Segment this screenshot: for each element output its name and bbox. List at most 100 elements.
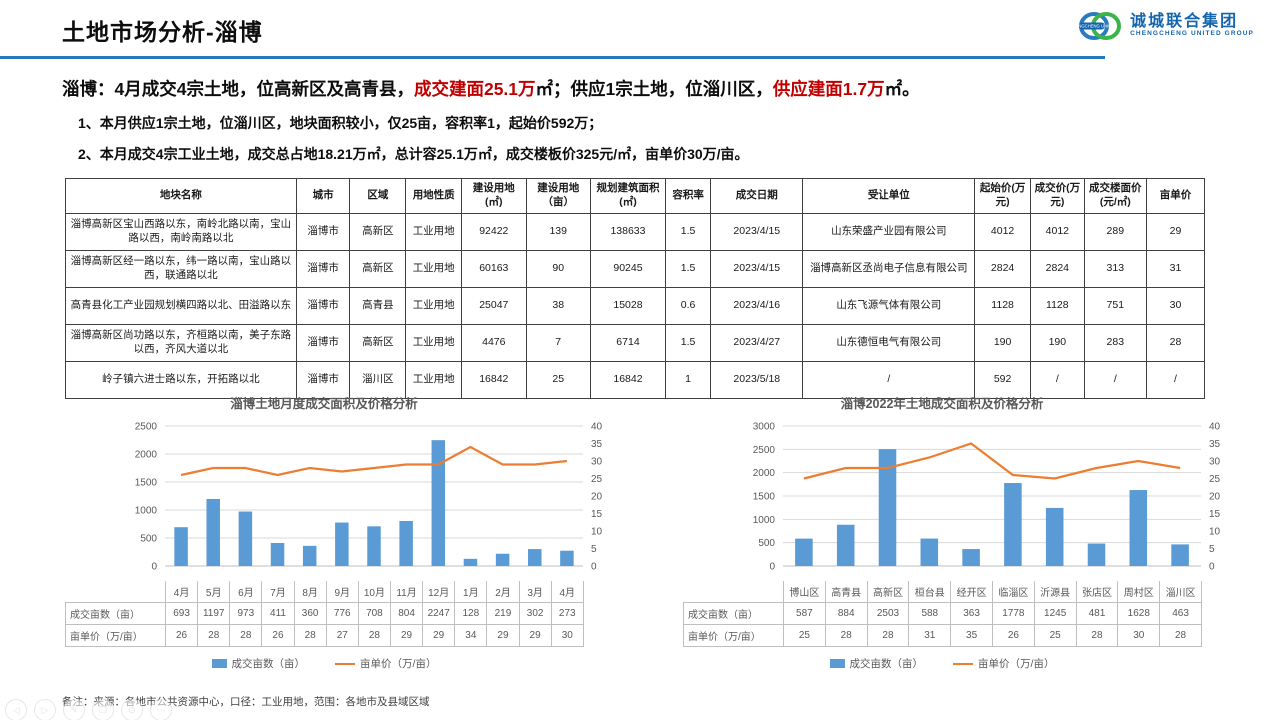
- chart-table-cell: 363: [950, 602, 993, 625]
- chart-table-cell: 411: [261, 602, 295, 625]
- table-header-cell: 规划建筑面积(㎡): [589, 178, 667, 214]
- bar-9月: [335, 522, 349, 566]
- chart-table-cell: 1月: [454, 581, 488, 603]
- table-cell: 60163: [461, 250, 527, 288]
- bar-沂源县: [1045, 507, 1064, 566]
- chart-table-cell: 28: [866, 624, 910, 647]
- svg-text:0: 0: [1209, 562, 1215, 573]
- table-cell: 淄博市: [295, 213, 351, 251]
- chart-table-cell: 7月: [261, 581, 295, 603]
- headline: 淄博：4月成交4宗土地，位高新区及高青县，成交建面25.1万㎡；供应1宗土地，位…: [62, 76, 920, 101]
- table-cell: 工业用地: [405, 213, 463, 251]
- chart-table-label: [66, 581, 166, 603]
- svg-text:0: 0: [591, 562, 597, 573]
- table-cell: /: [1030, 361, 1085, 399]
- slideshow-controls: ◁ ▷ ✎ ❐ ⊙ ⋯: [5, 699, 172, 720]
- monthly-chart-block: 淄博土地月度成交面积及价格分析 0 500 1000 1500 2000 2500 0 5 10…: [65, 393, 625, 671]
- chart-table-cell: 10月: [357, 581, 391, 603]
- chart-table-cell: 128: [454, 602, 488, 625]
- table-cell: 751: [1083, 287, 1147, 325]
- chart-table-cell: 973: [229, 602, 263, 625]
- slideshow-previous-button[interactable]: ◁: [5, 699, 27, 720]
- chart-title: 淄博2022年土地成交面积及价格分析: [840, 397, 1044, 411]
- chart-category-row: 4月 5月 6月 7月 8月 9月 10月 11月 12月 1月 2月 3月 4月: [66, 581, 584, 603]
- svg-text:40: 40: [591, 422, 603, 433]
- chart-table-cell: 587: [783, 602, 826, 625]
- chart-table-cell: 张店区: [1075, 581, 1119, 603]
- svg-text:30: 30: [591, 457, 603, 468]
- legend-label: 亩单价（万/亩）: [360, 658, 437, 670]
- chart-table-cell: 1628: [1117, 602, 1161, 625]
- logo-mark-text: CHENGCHENG UNION: [1077, 24, 1114, 29]
- chart-table-cell: 804: [389, 602, 424, 625]
- svg-text:10: 10: [591, 527, 603, 538]
- chart-plot-area: 0 500 1000 1500 2000 2500 0 5 10 15 20 25 30 35 40: [65, 416, 625, 581]
- bar-5月: [206, 498, 220, 566]
- chart-title: 淄博土地月度成交面积及价格分析: [230, 397, 418, 411]
- table-row: 淄博高新区经一路以东，纬一路以南，宝山路以西，联通路以北 淄博市 高新区 工业用地 60…: [65, 250, 1206, 288]
- chart-data-table: 博山区 高青县 高新区 桓台县 经开区 临淄区 沂源县 张店区 周村区 淄川区 成交亩数（亩） 587…: [683, 581, 1202, 647]
- bar-临淄区: [1004, 483, 1022, 566]
- chart-table-cell: 1245: [1033, 602, 1077, 625]
- chart-category-row: 博山区 高青县 高新区 桓台县 经开区 临淄区 沂源县 张店区 周村区 淄川区: [684, 581, 1202, 603]
- table-cell: 高青县化工产业园规划横四路以北、田溢路以东: [65, 287, 297, 325]
- table-header-cell: 城市: [295, 178, 351, 214]
- headline-text: 淄博：4月成交4宗土地，位高新区及高青县，: [62, 79, 414, 99]
- chart-table-cell: 28: [293, 624, 327, 647]
- logo-cn-text: 诚城联合集团: [1130, 13, 1239, 31]
- slideshow-display-button[interactable]: ❐: [92, 699, 114, 720]
- svg-text:2500: 2500: [135, 422, 158, 433]
- svg-text:500: 500: [140, 534, 157, 545]
- company-logo: CHENGCHENG UNION 诚城联合集团 CHENGCHENG UNITE…: [1077, 9, 1254, 43]
- chart-table-cell: 28: [357, 624, 391, 647]
- chart-line-data-row: 亩单价（万/亩） 26 28 28 26 28 27 28 29 29 34 29 29 30: [65, 624, 584, 647]
- table-cell: 淄博高新区尚功路以东，齐桓路以南，美子东路以西，齐风大道以北: [65, 324, 297, 362]
- svg-text:1500: 1500: [753, 492, 776, 503]
- chart-table-cell: 29: [486, 624, 520, 647]
- chart-table-cell: 周村区: [1117, 581, 1161, 603]
- district-chart-block: 淄博2022年土地成交面积及价格分析 0 500 1000 1500 2000 2500 3…: [683, 393, 1243, 671]
- table-cell: 2824: [974, 250, 1031, 288]
- chart-table-cell: 884: [824, 602, 868, 625]
- svg-text:20: 20: [591, 492, 603, 503]
- svg-text:1500: 1500: [135, 478, 158, 489]
- table-cell: 139: [525, 213, 591, 251]
- chart-bar-data-row: 成交亩数（亩） 693 1197 973 411 360 776 708 804 2247 128 2…: [65, 602, 584, 625]
- headline-highlight: 成交建面25.1万: [413, 79, 536, 99]
- table-header-cell: 地块名称: [65, 178, 297, 214]
- table-cell: 6714: [589, 324, 667, 362]
- slideshow-next-button[interactable]: ▷: [34, 699, 56, 720]
- table-cell: 2023/4/15: [710, 213, 804, 251]
- bullet-item: 2、本月成交4宗工业土地，成交总占地18.21万㎡，总计容25.1万㎡，成交楼板…: [78, 146, 749, 162]
- headline-text: ㎡: [535, 79, 554, 99]
- chart-table-cell: 高青县: [824, 581, 868, 603]
- svg-text:2000: 2000: [135, 450, 158, 461]
- bar-高新区: [878, 449, 897, 566]
- svg-text:1000: 1000: [753, 515, 776, 526]
- slideshow-magnifier-button[interactable]: ⊙: [121, 699, 143, 720]
- chart-table-cell: 28: [229, 624, 263, 647]
- chart-table-cell: 588: [908, 602, 952, 625]
- chart-table-cell: 2月: [486, 581, 520, 603]
- table-cell: 190: [974, 324, 1031, 362]
- table-cell: 313: [1083, 250, 1147, 288]
- bar-高青县: [836, 524, 855, 566]
- svg-text:25: 25: [591, 474, 603, 485]
- chart-table-cell: 708: [357, 602, 391, 625]
- svg-text:15: 15: [1209, 509, 1221, 520]
- logo-en-text: CHENGCHENG UNITED GROUP: [1130, 29, 1254, 37]
- slideshow-more-button[interactable]: ⋯: [150, 699, 172, 720]
- slideshow-pen-button[interactable]: ✎: [63, 699, 85, 720]
- table-cell: 工业用地: [405, 287, 463, 325]
- chart-svg: 0 500 1000 1500 2000 2500 0 5 10 15 20 25 30 35 40: [135, 422, 603, 573]
- legend-item-line: 亩单价（万/亩）: [953, 656, 1054, 671]
- table-cell: 29: [1145, 213, 1206, 251]
- svg-text:2000: 2000: [753, 468, 776, 479]
- legend-item-bar: 成交亩数（亩）: [211, 656, 305, 671]
- bar-swatch-icon: [211, 659, 227, 668]
- table-cell: 28: [1145, 324, 1206, 362]
- table-cell: 山东德恒电气有限公司: [802, 324, 976, 362]
- table-cell: 工业用地: [405, 324, 463, 362]
- legend-label: 成交亩数（亩）: [849, 658, 924, 670]
